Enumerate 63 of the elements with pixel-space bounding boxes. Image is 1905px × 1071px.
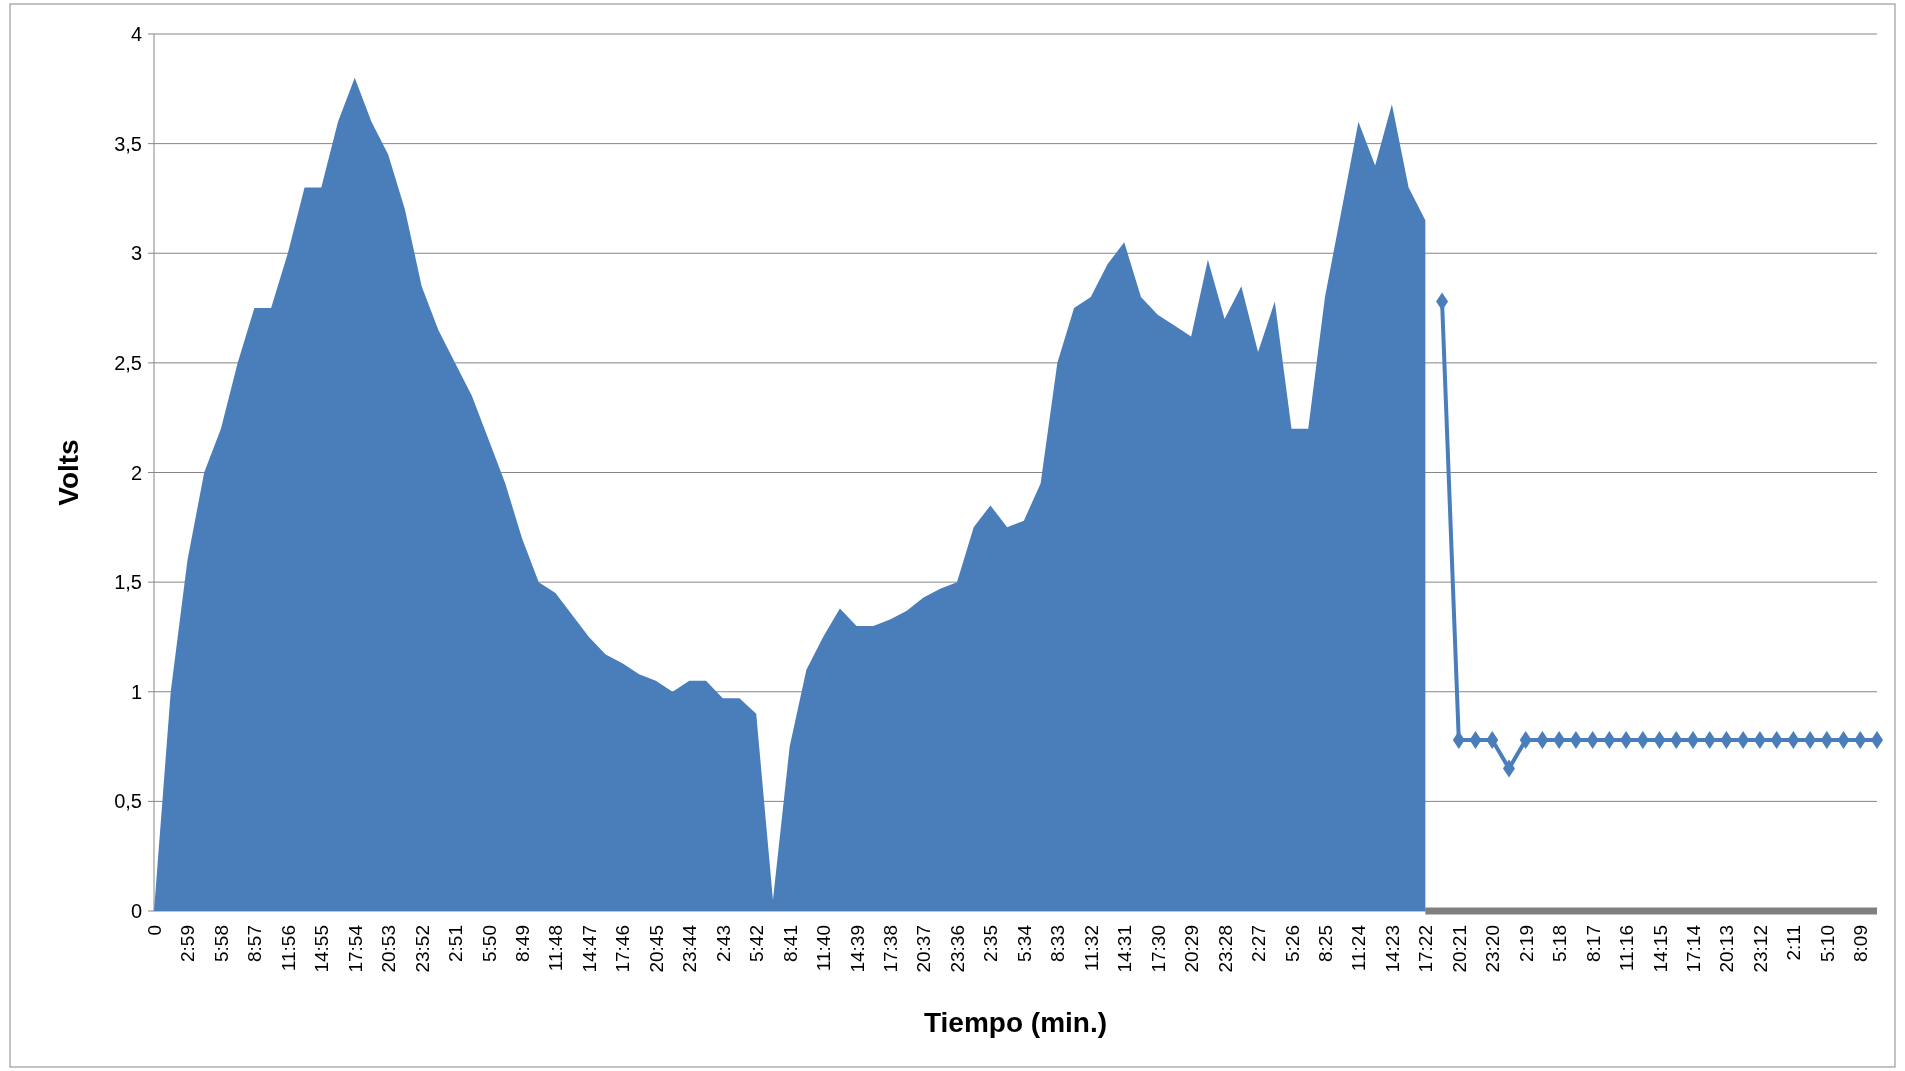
x-tick-label: 8:17 bbox=[1582, 925, 1604, 962]
x-tick-label: 2:27 bbox=[1248, 925, 1270, 962]
x-tick-label: 5:50 bbox=[478, 925, 500, 962]
y-tick-label: 1 bbox=[130, 680, 142, 703]
y-tick-label: 3,5 bbox=[114, 132, 142, 155]
x-tick-label: 20:13 bbox=[1716, 925, 1738, 973]
x-tick-label: 11:56 bbox=[277, 925, 299, 972]
x-tick-label: 5:26 bbox=[1281, 925, 1303, 962]
x-tick-label: 17:22 bbox=[1415, 925, 1437, 973]
x-tick-label: 14:47 bbox=[578, 925, 600, 973]
x-tick-label: 14:55 bbox=[311, 925, 333, 973]
x-tick-label: 2:19 bbox=[1515, 925, 1537, 962]
x-tick-label: 5:10 bbox=[1816, 925, 1838, 962]
x-tick-label: 8:41 bbox=[779, 925, 801, 962]
x-tick-label: 23:52 bbox=[411, 925, 433, 973]
x-tick-label: 0 bbox=[144, 925, 165, 936]
x-tick-label: 20:53 bbox=[378, 925, 400, 973]
y-axis-title: Volts bbox=[53, 439, 84, 506]
x-tick-label: 17:46 bbox=[612, 925, 634, 973]
x-tick-label: 17:14 bbox=[1682, 924, 1704, 973]
y-tick-label: 2,5 bbox=[114, 351, 142, 374]
x-tick-label: 23:44 bbox=[679, 924, 701, 973]
x-tick-label: 2:43 bbox=[712, 925, 734, 962]
x-tick-label: 20:29 bbox=[1181, 925, 1203, 973]
x-tick-label: 14:39 bbox=[846, 925, 868, 973]
x-tick-label: 20:21 bbox=[1448, 925, 1470, 973]
x-tick-label: 11:24 bbox=[1348, 924, 1370, 972]
x-tick-label: 2:35 bbox=[980, 925, 1002, 962]
y-tick-label: 0 bbox=[130, 900, 142, 922]
x-tick-label: 20:45 bbox=[645, 925, 667, 973]
y-tick-label: 1,5 bbox=[114, 571, 142, 594]
y-tick-label: 4 bbox=[130, 23, 142, 45]
x-tick-label: 2:11 bbox=[1783, 925, 1805, 961]
x-tick-label: 17:54 bbox=[344, 924, 366, 973]
x-axis-title: Tiempo (min.) bbox=[923, 1007, 1108, 1038]
x-tick-label: 8:49 bbox=[512, 925, 534, 962]
x-tick-label: 5:34 bbox=[1013, 924, 1035, 962]
x-tick-label: 11:32 bbox=[1080, 925, 1102, 972]
x-tick-label: 23:12 bbox=[1749, 925, 1771, 973]
x-tick-label: 14:31 bbox=[1114, 925, 1136, 973]
x-tick-label: 20:37 bbox=[913, 925, 935, 973]
x-tick-label: 5:58 bbox=[210, 925, 232, 962]
x-tick-label: 11:16 bbox=[1616, 925, 1638, 972]
x-tick-label: 8:25 bbox=[1314, 925, 1336, 962]
x-tick-label: 17:38 bbox=[880, 925, 902, 973]
x-tick-label: 5:42 bbox=[746, 925, 768, 962]
x-tick-label: 5:18 bbox=[1549, 925, 1571, 962]
x-tick-label: 17:30 bbox=[1147, 925, 1169, 973]
x-tick-label: 23:20 bbox=[1482, 925, 1504, 973]
x-tick-label: 8:09 bbox=[1850, 925, 1872, 962]
x-tick-label: 11:40 bbox=[813, 925, 835, 972]
x-tick-label: 23:36 bbox=[946, 925, 968, 973]
x-tick-label: 23:28 bbox=[1214, 925, 1236, 973]
x-tick-label: 14:15 bbox=[1649, 925, 1671, 973]
x-tick-label: 11:48 bbox=[545, 925, 567, 972]
x-tick-label: 2:51 bbox=[445, 925, 467, 962]
x-tick-label: 14:23 bbox=[1381, 925, 1403, 973]
y-tick-label: 2 bbox=[130, 461, 142, 484]
y-tick-label: 3 bbox=[130, 242, 142, 265]
x-tick-label: 2:59 bbox=[177, 925, 199, 962]
y-tick-label: 0,5 bbox=[114, 790, 142, 813]
x-tick-label: 8:33 bbox=[1047, 925, 1069, 962]
x-tick-label: 8:57 bbox=[244, 925, 266, 962]
